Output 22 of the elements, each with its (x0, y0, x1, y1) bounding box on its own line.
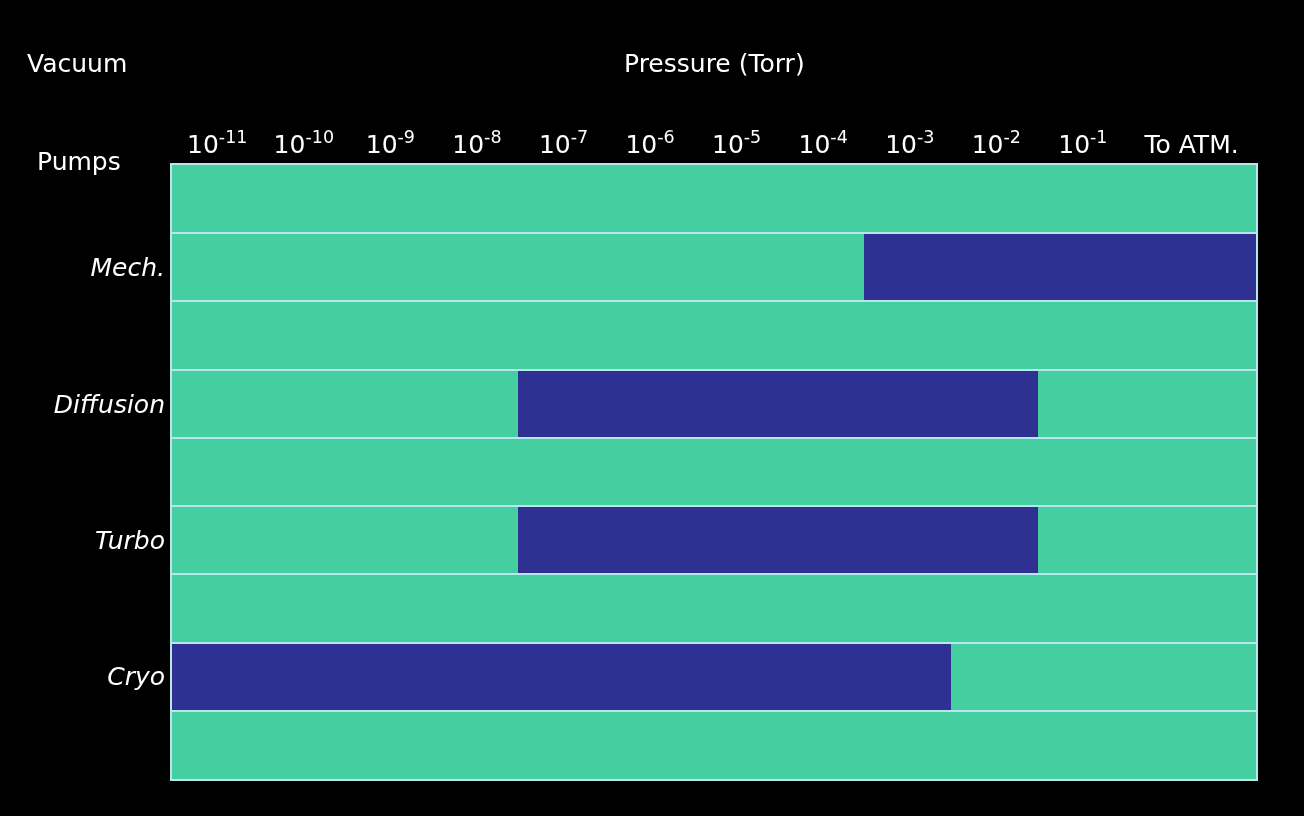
x-tick-label: 10$^{-1}$ (1058, 126, 1108, 159)
y-tick-label: Cryo (107, 662, 165, 692)
bar (864, 234, 1256, 300)
x-tick-label: 10$^{-3}$ (885, 126, 935, 159)
x-axis-title: Pressure (Torr) (624, 49, 805, 78)
x-tick-label: 10$^{-4}$ (798, 126, 848, 159)
y-tick-label: Diffusion (53, 389, 165, 419)
bar (518, 371, 1038, 437)
x-tick-label: 10$^{-9}$ (365, 126, 416, 159)
text: Vacuum Pumps (27, 49, 128, 176)
x-tick-label: 10$^{-11}$ (187, 126, 248, 159)
x-tick-label: 10$^{-6}$ (625, 126, 675, 159)
bar (172, 644, 951, 710)
bar (518, 507, 1038, 573)
x-tick-label: To ATM. (1143, 130, 1239, 159)
y-tick-label: Mech. (90, 253, 165, 283)
x-tick-label: 10$^{-10}$ (273, 126, 335, 159)
x-tick-label: 10$^{-8}$ (452, 126, 502, 159)
x-tick-label: 10$^{-5}$ (712, 126, 762, 159)
x-tick-label: 10$^{-7}$ (538, 126, 589, 159)
y-tick-label: Turbo (94, 525, 165, 555)
x-tick-label: 10$^{-2}$ (971, 126, 1021, 159)
